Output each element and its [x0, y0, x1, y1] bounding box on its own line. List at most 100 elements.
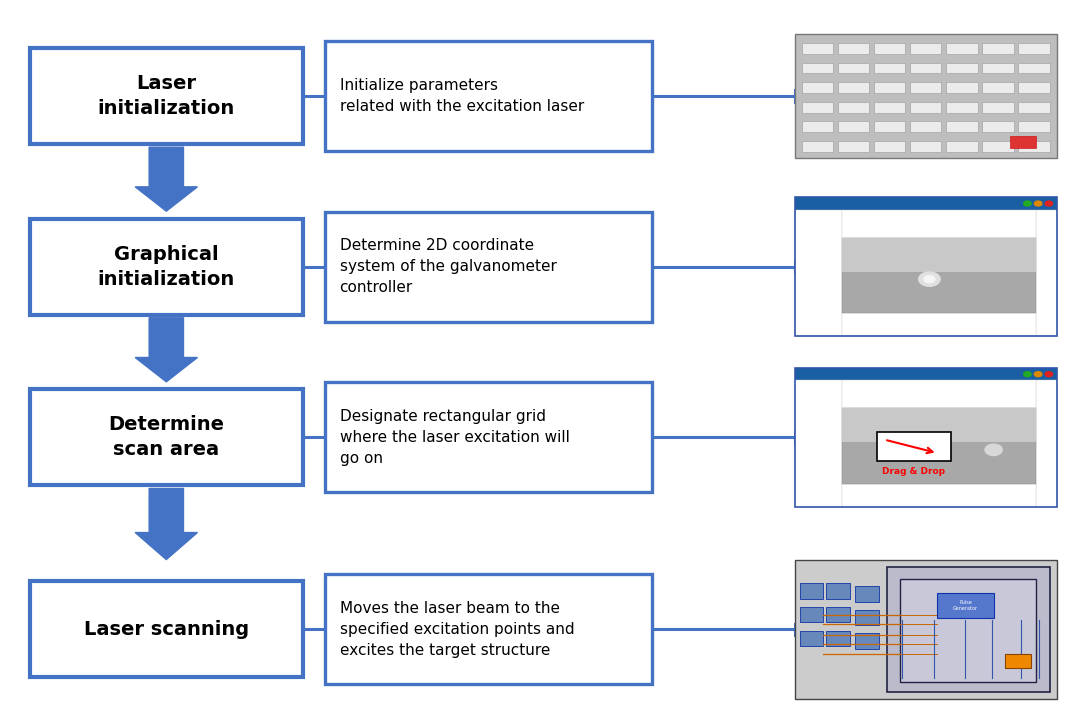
FancyBboxPatch shape [873, 141, 906, 151]
FancyBboxPatch shape [324, 41, 651, 151]
FancyBboxPatch shape [794, 380, 842, 506]
FancyBboxPatch shape [1037, 380, 1057, 506]
FancyBboxPatch shape [842, 237, 1037, 314]
FancyBboxPatch shape [826, 631, 850, 646]
FancyBboxPatch shape [794, 560, 1057, 698]
FancyBboxPatch shape [982, 102, 1014, 112]
FancyArrow shape [135, 488, 197, 560]
FancyBboxPatch shape [877, 432, 951, 461]
FancyBboxPatch shape [842, 237, 1037, 272]
FancyBboxPatch shape [802, 63, 834, 73]
FancyBboxPatch shape [794, 210, 842, 336]
FancyBboxPatch shape [838, 122, 869, 132]
FancyBboxPatch shape [794, 33, 1057, 158]
FancyBboxPatch shape [838, 141, 869, 151]
FancyBboxPatch shape [799, 631, 823, 646]
FancyBboxPatch shape [873, 102, 906, 112]
FancyBboxPatch shape [794, 368, 1057, 380]
FancyBboxPatch shape [842, 408, 1037, 484]
FancyBboxPatch shape [886, 567, 1049, 692]
Text: Graphical
initialization: Graphical initialization [98, 245, 235, 289]
Text: Determine 2D coordinate
system of the galvanometer
controller: Determine 2D coordinate system of the ga… [339, 238, 557, 295]
FancyBboxPatch shape [794, 197, 1057, 336]
FancyBboxPatch shape [802, 122, 834, 132]
Circle shape [1034, 372, 1042, 377]
FancyBboxPatch shape [1037, 210, 1057, 336]
Circle shape [1045, 201, 1053, 206]
FancyBboxPatch shape [838, 63, 869, 73]
Circle shape [918, 272, 940, 287]
FancyBboxPatch shape [1018, 102, 1049, 112]
FancyBboxPatch shape [838, 102, 869, 112]
FancyBboxPatch shape [802, 141, 834, 151]
FancyArrow shape [135, 147, 197, 211]
FancyBboxPatch shape [324, 382, 651, 492]
FancyBboxPatch shape [842, 314, 1037, 336]
FancyBboxPatch shape [802, 82, 834, 93]
FancyBboxPatch shape [799, 584, 823, 599]
Text: Laser scanning: Laser scanning [84, 620, 249, 638]
FancyBboxPatch shape [842, 380, 1037, 408]
Text: Initialize parameters
related with the excitation laser: Initialize parameters related with the e… [339, 78, 584, 114]
FancyBboxPatch shape [899, 579, 1037, 682]
Text: Pulse
Generator: Pulse Generator [953, 600, 978, 611]
FancyBboxPatch shape [910, 141, 941, 151]
Text: Laser
initialization: Laser initialization [98, 74, 235, 118]
FancyBboxPatch shape [945, 63, 978, 73]
Text: Drag & Drop: Drag & Drop [882, 467, 945, 476]
Circle shape [1034, 201, 1042, 206]
FancyBboxPatch shape [1018, 43, 1049, 54]
FancyBboxPatch shape [842, 210, 1037, 237]
FancyBboxPatch shape [842, 408, 1037, 442]
FancyBboxPatch shape [873, 43, 906, 54]
FancyBboxPatch shape [945, 43, 978, 54]
FancyBboxPatch shape [982, 43, 1014, 54]
FancyBboxPatch shape [1010, 136, 1037, 149]
FancyBboxPatch shape [794, 368, 1057, 506]
FancyBboxPatch shape [945, 102, 978, 112]
FancyBboxPatch shape [873, 82, 906, 93]
FancyBboxPatch shape [324, 574, 651, 684]
FancyBboxPatch shape [802, 102, 834, 112]
FancyBboxPatch shape [910, 122, 941, 132]
FancyBboxPatch shape [1018, 122, 1049, 132]
Text: Designate rectangular grid
where the laser excitation will
go on: Designate rectangular grid where the las… [339, 409, 570, 466]
FancyBboxPatch shape [855, 634, 879, 648]
FancyBboxPatch shape [324, 212, 651, 321]
FancyBboxPatch shape [1018, 141, 1049, 151]
FancyBboxPatch shape [982, 141, 1014, 151]
FancyBboxPatch shape [910, 63, 941, 73]
FancyBboxPatch shape [910, 43, 941, 54]
FancyBboxPatch shape [29, 48, 303, 144]
FancyBboxPatch shape [794, 197, 1057, 210]
FancyBboxPatch shape [838, 82, 869, 93]
FancyBboxPatch shape [910, 82, 941, 93]
FancyBboxPatch shape [937, 593, 995, 618]
FancyBboxPatch shape [29, 582, 303, 677]
FancyBboxPatch shape [855, 587, 879, 602]
Circle shape [924, 276, 935, 283]
FancyBboxPatch shape [910, 102, 941, 112]
FancyBboxPatch shape [982, 82, 1014, 93]
Text: Moves the laser beam to the
specified excitation points and
excites the target s: Moves the laser beam to the specified ex… [339, 601, 574, 658]
FancyBboxPatch shape [1018, 82, 1049, 93]
FancyBboxPatch shape [982, 122, 1014, 132]
Text: Determine
scan area: Determine scan area [108, 415, 224, 459]
FancyBboxPatch shape [826, 607, 850, 622]
FancyBboxPatch shape [1004, 654, 1031, 668]
FancyBboxPatch shape [29, 390, 303, 485]
FancyArrow shape [135, 318, 197, 382]
Circle shape [1045, 372, 1053, 377]
FancyBboxPatch shape [29, 219, 303, 314]
Circle shape [1024, 372, 1031, 377]
FancyBboxPatch shape [945, 141, 978, 151]
FancyBboxPatch shape [873, 63, 906, 73]
FancyBboxPatch shape [1018, 63, 1049, 73]
FancyBboxPatch shape [982, 63, 1014, 73]
FancyBboxPatch shape [945, 82, 978, 93]
FancyBboxPatch shape [873, 122, 906, 132]
FancyBboxPatch shape [842, 484, 1037, 506]
Circle shape [985, 444, 1002, 456]
FancyBboxPatch shape [855, 610, 879, 625]
FancyBboxPatch shape [838, 43, 869, 54]
